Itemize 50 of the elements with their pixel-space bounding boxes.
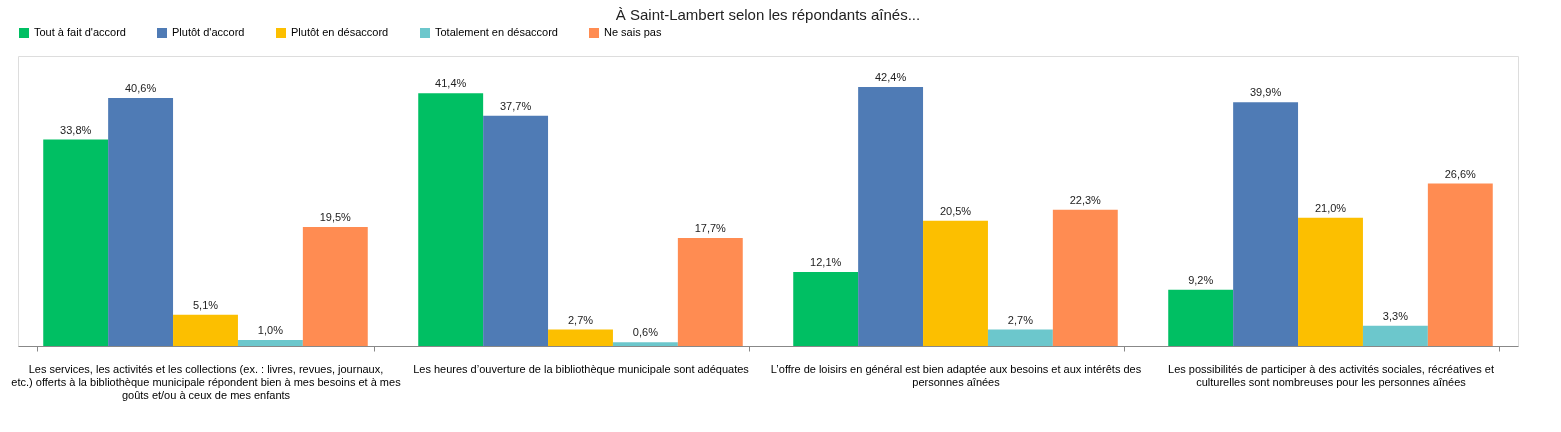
legend-label: Ne sais pas [604, 26, 662, 38]
bar [923, 220, 988, 346]
data-label: 19,5% [319, 210, 352, 223]
bar [1168, 289, 1234, 346]
data-label: 22,3% [1069, 193, 1102, 206]
data-label: 42,4% [874, 71, 907, 84]
data-label: 0,6% [632, 326, 659, 339]
bar [1362, 325, 1428, 346]
bar [1052, 209, 1118, 346]
bar [302, 226, 368, 346]
bar [237, 339, 303, 346]
bar [548, 329, 613, 346]
data-label: 2,7% [567, 313, 594, 326]
data-label: 21,0% [1314, 201, 1347, 214]
x-tick-label: Les services, les activités et les collections (ex. : livres, revues, journaux, etc.) offerts à la bibliothèque municipale répondent bien à mes besoins et à mes goûts et/ou à ceux de mes enfants [11, 362, 402, 401]
bar [483, 115, 549, 346]
bar [987, 329, 1053, 346]
bar [43, 139, 109, 346]
data-label: 1,0% [257, 323, 284, 336]
data-label: 33,8% [60, 123, 92, 136]
bar [1233, 102, 1299, 346]
data-label: 20,5% [939, 204, 972, 217]
data-label: 5,1% [192, 298, 219, 311]
bar [1298, 217, 1363, 346]
chart-title: À Saint-Lambert selon les répondants aînés... [615, 6, 921, 23]
bar [418, 93, 484, 346]
bar [858, 87, 924, 346]
bar [793, 272, 859, 346]
legend-label: Tout à fait d'accord [34, 26, 126, 38]
bar [677, 237, 743, 346]
legend-label: Totalement en désaccord [435, 26, 558, 38]
bar [108, 98, 174, 346]
bar [173, 314, 238, 346]
x-tick-label: Les possibilités de participer à des activités sociales, récréatives et culturelles sont nombreuses pour les personnes aînées [1168, 362, 1494, 388]
data-label: 3,3% [1382, 309, 1409, 322]
legend-label: Plutôt d'accord [172, 26, 245, 38]
data-label: 12,1% [810, 256, 842, 269]
data-label: 2,7% [1007, 313, 1034, 326]
data-label: 41,4% [435, 77, 467, 90]
x-tick-label: Les heures d’ouverture de la bibliothèque municipale sont adéquates [413, 362, 750, 375]
bar [1427, 183, 1493, 346]
data-label: 40,6% [124, 82, 157, 95]
data-label: 9,2% [1188, 273, 1214, 286]
x-tick-label: L’offre de loisirs en général est bien adaptée aux besoins et aux intérêts des personnes aînées [770, 362, 1142, 388]
data-label: 39,9% [1249, 86, 1282, 99]
data-label: 37,7% [499, 99, 532, 112]
bar [612, 342, 678, 346]
legend-label: Plutôt en désaccord [291, 26, 389, 38]
data-label: 26,6% [1444, 167, 1477, 180]
data-label: 17,7% [694, 221, 727, 234]
